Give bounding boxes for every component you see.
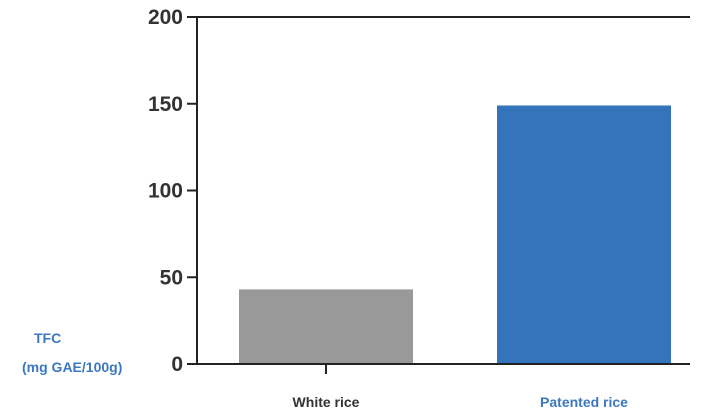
x-labels-group: White rice Patented rice (293, 364, 628, 410)
x-category-label: White rice (293, 394, 360, 410)
x-category-label: Patented rice (540, 394, 628, 410)
bar-white-rice (239, 289, 413, 364)
y-tick-label: 0 (171, 353, 183, 376)
y-tick-label: 150 (148, 93, 183, 116)
bars-group (239, 105, 671, 365)
y-axis-label: TFC (34, 330, 61, 346)
y-axis-unit-label: (mg GAE/100g) (22, 359, 122, 375)
y-tick-label: 200 (148, 6, 183, 29)
y-tick-label: 50 (160, 266, 183, 289)
bar-patented-rice (497, 105, 671, 365)
y-tick-label: 100 (148, 180, 183, 203)
y-ticks-group: 0 50 100 150 200 (148, 6, 197, 376)
